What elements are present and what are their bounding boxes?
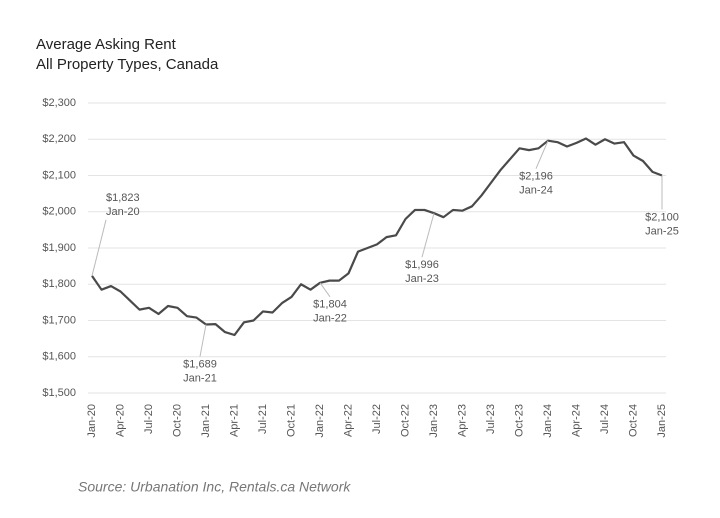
x-tick-label: Oct-21	[285, 404, 297, 437]
chart-subtitle: All Property Types, Canada	[36, 56, 219, 73]
annotation-date: Jan-25	[645, 225, 679, 237]
x-tick-label: Jul-23	[485, 404, 497, 434]
y-tick-label: $1,700	[42, 314, 76, 326]
annotation-leader	[319, 282, 331, 298]
x-tick-label: Jan-20	[86, 404, 98, 438]
y-tick-label: $1,900	[42, 242, 76, 254]
x-tick-label: Jul-22	[371, 404, 383, 434]
annotation-leader	[91, 219, 107, 277]
annotation-value: $1,823	[106, 192, 140, 204]
annotation-value: $1,804	[313, 299, 347, 311]
x-tick-label: Apr-20	[114, 404, 126, 437]
x-tick-label: Jul-24	[599, 404, 611, 434]
x-tick-label: Apr-23	[456, 404, 468, 437]
annotation-date: Jan-22	[313, 313, 347, 325]
annotation-leader	[199, 324, 207, 357]
x-tick-label: Jul-20	[143, 404, 155, 434]
x-tick-label: Jan-23	[428, 404, 440, 438]
x-tick-label: Oct-20	[171, 404, 183, 437]
annotation-leader	[535, 140, 549, 169]
annotation-date: Jan-21	[183, 372, 217, 384]
x-tick-label: Jul-21	[257, 404, 269, 434]
annotation-date: Jan-23	[405, 273, 439, 285]
line	[91, 137, 663, 337]
annotation-date: Jan-20	[106, 206, 140, 218]
x-tick-label: Oct-24	[627, 404, 639, 437]
y-tick-label: $1,500	[42, 387, 76, 399]
x-tick-label: Jan-21	[200, 404, 212, 438]
y-tick-label: $2,100	[42, 169, 76, 181]
x-tick-label: Apr-21	[228, 404, 240, 437]
annotation-value: $1,996	[405, 259, 439, 271]
annotation-value: $1,689	[183, 358, 217, 370]
x-tick-label: Apr-24	[570, 404, 582, 437]
x-tick-label: Apr-22	[342, 404, 354, 437]
annotation-leader	[421, 213, 435, 258]
source: Source: Urbanation Inc, Rentals.ca Netwo…	[78, 479, 351, 495]
annotation-value: $2,100	[645, 211, 679, 223]
y-tick-label: $1,800	[42, 278, 76, 290]
x-tick-label: Oct-22	[399, 404, 411, 437]
y-tick-label: $1,600	[42, 351, 76, 363]
x-tick-label: Jan-22	[314, 404, 326, 438]
x-tick-label: Oct-23	[513, 404, 525, 437]
y-tick-label: $2,000	[42, 206, 76, 218]
annotation-value: $2,196	[519, 171, 553, 183]
x-tick-label: Jan-25	[656, 404, 668, 438]
x-tick-label: Jan-24	[542, 404, 554, 438]
annotation-date: Jan-24	[519, 185, 553, 197]
y-tick-label: $2,200	[42, 133, 76, 145]
y-tick-label: $2,300	[42, 97, 76, 109]
chart-title: Average Asking Rent	[36, 36, 177, 53]
